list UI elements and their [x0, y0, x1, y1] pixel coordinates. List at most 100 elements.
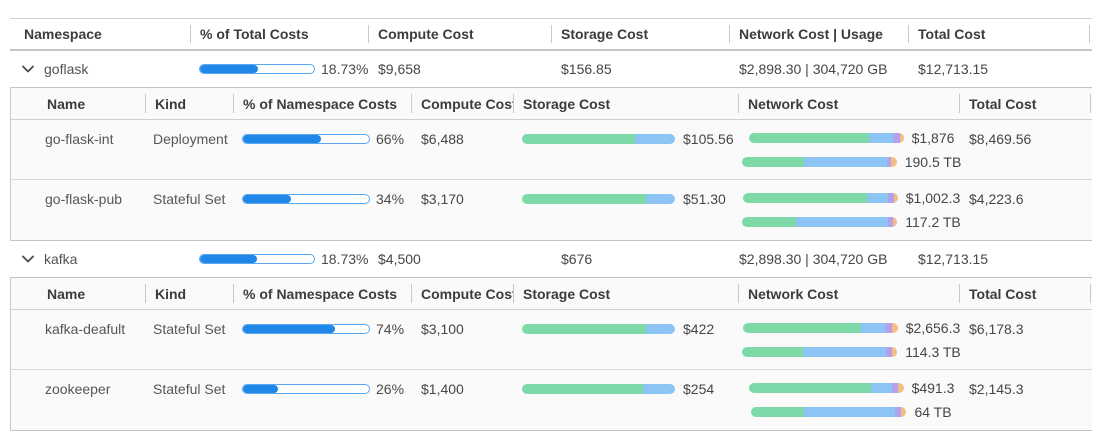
namespace-name-cell: goflask — [10, 61, 190, 77]
network-usage-line: 117.2 TB — [742, 214, 961, 230]
network-usage-line: 64 TB — [751, 404, 952, 420]
percent-label: 74% — [376, 321, 405, 337]
namespace-row-kafka: kafka 18.73% $4,500 $676 $2,898.30 | 304… — [10, 241, 1092, 277]
storage-bar-segment-green — [522, 134, 636, 144]
total-cost-value: $12,713.15 — [918, 251, 989, 267]
percent-label: 66% — [376, 131, 405, 147]
network-cost-cell: $1,876 190.5 TB — [738, 130, 961, 170]
network-usage-segment-green — [751, 407, 805, 417]
workload-name: kafka-deafult — [45, 321, 126, 337]
network-cost-bar — [748, 383, 904, 393]
col-header-total-cost: Total Cost — [908, 19, 1090, 49]
network-usage-bar — [742, 347, 898, 357]
col-header-storage-cost: Storage Cost — [551, 19, 729, 49]
pct-total-costs-cell: 18.73% — [190, 251, 368, 267]
network-usage-segment-blue — [802, 347, 887, 357]
percent-bar-fill — [243, 385, 279, 393]
network-usage-segment-blue — [796, 217, 888, 227]
network-usage-segment-purple — [886, 347, 892, 357]
col-header-storage-cost: Storage Cost — [513, 278, 738, 309]
network-bar-segment-purple — [888, 193, 894, 203]
storage-cost-cell: $254 — [513, 380, 738, 398]
network-cost-usage-value: $2,898.30 | 304,720 GB — [739, 61, 888, 77]
network-usage-segment-purple — [887, 217, 894, 227]
col-header-compute-cost: Compute Cost — [411, 88, 513, 119]
network-cost-bar — [742, 323, 898, 333]
network-usage-segment-green — [742, 217, 797, 227]
network-cost-line: $1,002.3 — [742, 190, 960, 206]
network-cost-value: $2,656.3 — [905, 320, 961, 336]
percent-bar — [199, 64, 315, 74]
network-bar-segment-orange — [892, 323, 898, 333]
compute-cost-value: $9,658 — [378, 61, 421, 77]
pct-namespace-costs-cell: 34% — [233, 190, 411, 208]
workload-table-header: Name Kind % of Namespace Costs Compute C… — [11, 278, 1092, 310]
workload-kind: Stateful Set — [153, 191, 226, 207]
storage-cost-bar — [522, 384, 675, 394]
col-header-name: Name — [47, 95, 86, 112]
col-header-compute-cost: Compute Cost — [411, 278, 513, 309]
percent-bar — [242, 194, 370, 204]
network-cost-line: $2,656.3 — [742, 320, 961, 336]
percent-bar — [242, 324, 370, 334]
col-header-network-cost: Network Cost — [738, 88, 959, 119]
col-header-storage-cost: Storage Cost — [513, 88, 738, 119]
col-header-pct-namespace-costs: % of Namespace Costs — [233, 278, 411, 309]
network-usage-segment-blue — [804, 407, 895, 417]
col-header-pct-total-costs: % of Total Costs — [190, 19, 368, 49]
network-bar-segment-blue — [871, 383, 892, 393]
network-cost-cell: $1,002.3 117.2 TB — [738, 190, 961, 230]
percent-bar — [242, 134, 370, 144]
storage-cost-value: $105.56 — [683, 131, 734, 147]
percent-label: 26% — [376, 381, 405, 397]
workload-row-go-flask-int: go-flask-int Deployment 66% $6,488 $105.… — [11, 120, 1092, 180]
network-bar-segment-blue — [869, 133, 893, 143]
storage-bar-segment-blue — [642, 384, 675, 394]
compute-cost-value: $6,488 — [421, 131, 464, 147]
workload-kind: Deployment — [153, 131, 228, 147]
workload-name: go-flask-int — [45, 131, 114, 147]
col-header-namespace: Namespace — [24, 26, 102, 42]
namespace-name-cell: kafka — [10, 251, 190, 267]
col-header-total-cost: Total Cost — [959, 88, 1091, 119]
network-cost-value: $1,876 — [911, 130, 955, 146]
network-cost-cell: $2,656.3 114.3 TB — [738, 320, 961, 360]
workload-table-header: Name Kind % of Namespace Costs Compute C… — [11, 88, 1092, 120]
network-bar-segment-blue — [860, 323, 886, 333]
storage-bar-segment-blue — [645, 194, 675, 204]
storage-bar-segment-blue — [635, 134, 675, 144]
network-cost-cell: $491.3 64 TB — [738, 380, 959, 420]
network-cost-line: $491.3 — [748, 380, 954, 396]
chevron-down-icon[interactable] — [22, 65, 34, 73]
percent-bar-fill — [243, 195, 291, 203]
storage-cost-value: $156.85 — [561, 61, 612, 77]
namespace-name: kafka — [44, 251, 78, 267]
workload-name: go-flask-pub — [45, 191, 123, 207]
network-bar-segment-green — [742, 323, 861, 333]
percent-bar — [242, 384, 370, 394]
storage-cost-cell: $51.30 — [513, 190, 738, 208]
namespace-table-header: Namespace % of Total Costs Compute Cost … — [10, 19, 1092, 51]
network-usage-line: 190.5 TB — [741, 154, 961, 170]
network-bar-segment-purple — [892, 133, 900, 143]
col-header-name: Name — [47, 285, 86, 302]
storage-cost-value: $254 — [683, 381, 715, 397]
storage-bar-segment-green — [522, 194, 646, 204]
workload-row-go-flask-pub: go-flask-pub Stateful Set 34% $3,170 $51… — [11, 180, 1092, 240]
storage-cost-bar — [522, 134, 675, 144]
pct-namespace-costs-cell: 74% — [233, 320, 411, 338]
network-usage-bar — [741, 157, 897, 167]
pct-namespace-costs-cell: 26% — [233, 380, 411, 398]
chevron-down-icon[interactable] — [22, 255, 34, 263]
namespace-name: goflask — [44, 61, 89, 77]
compute-cost-value: $3,170 — [421, 191, 464, 207]
workload-kind: Stateful Set — [153, 321, 226, 337]
storage-cost-bar — [522, 324, 675, 334]
percent-bar — [199, 254, 315, 264]
storage-bar-segment-green — [522, 324, 646, 334]
total-cost-value: $8,469.56 — [969, 131, 1032, 147]
percent-label: 18.73% — [321, 251, 369, 267]
workload-name: zookeeper — [45, 381, 111, 397]
col-header-total-cost: Total Cost — [959, 278, 1091, 309]
network-bar-segment-green — [742, 193, 867, 203]
